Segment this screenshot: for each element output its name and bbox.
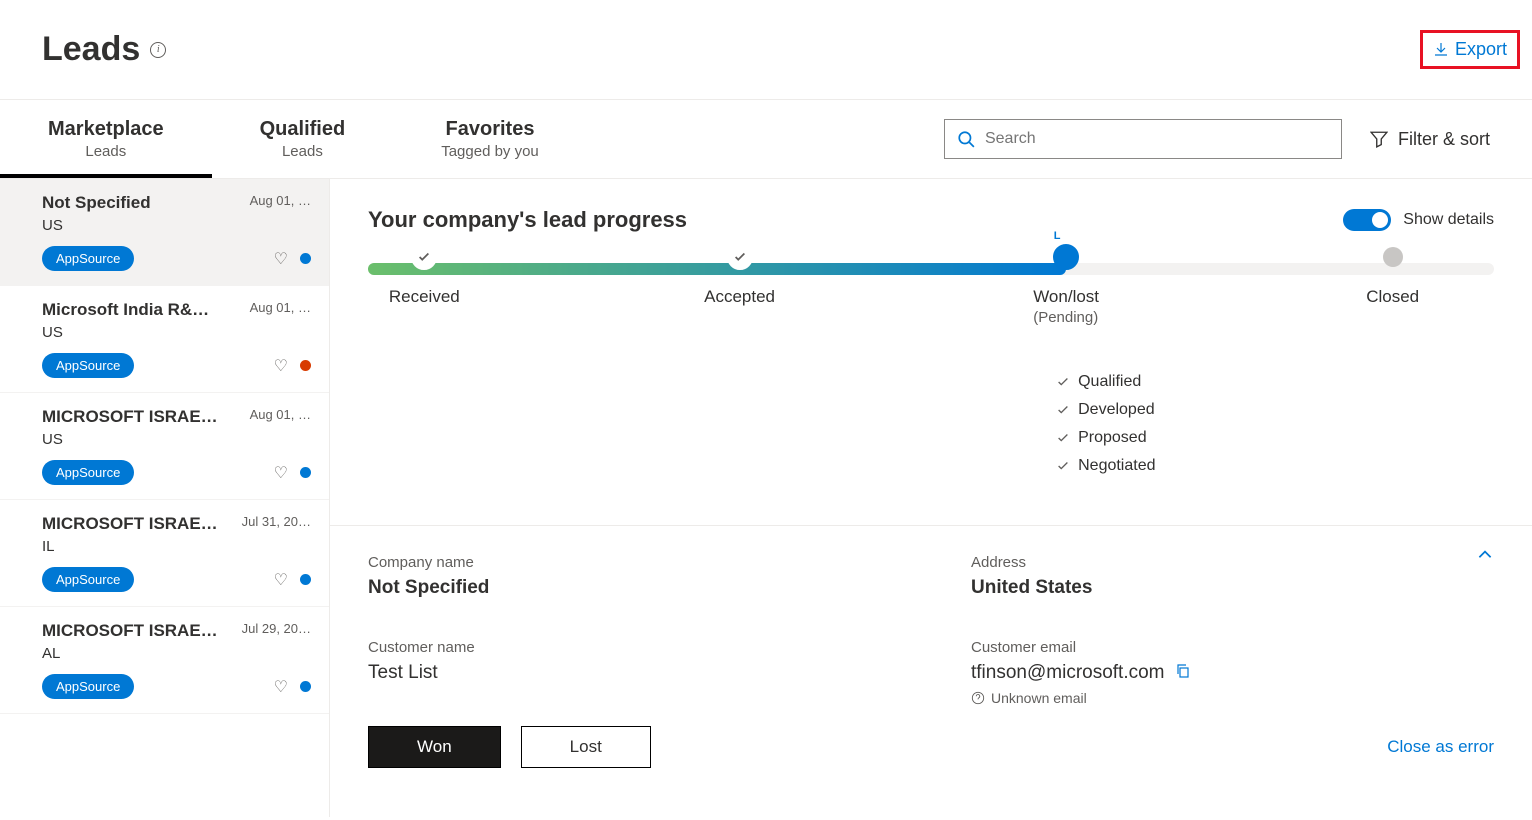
status-dot [300, 467, 311, 478]
filter-icon [1370, 130, 1388, 148]
status-dot [300, 360, 311, 371]
company-name-label: Company name [368, 554, 891, 571]
tab-main-label: Marketplace [48, 118, 164, 141]
lead-location: US [42, 324, 311, 341]
lead-location: US [42, 217, 311, 234]
page-title: Leads [42, 30, 140, 69]
favorite-icon[interactable]: ♡ [274, 677, 288, 697]
tab-favorites[interactable]: Favorites Tagged by you [393, 100, 587, 178]
export-label: Export [1455, 39, 1507, 60]
progress-node [727, 244, 753, 270]
progress-title: Your company's lead progress [368, 207, 687, 233]
show-details-label: Show details [1403, 211, 1494, 229]
copy-icon[interactable] [1175, 663, 1191, 684]
lead-item[interactable]: MICROSOFT ISRAE… Aug 01, … US AppSource ♡ [0, 393, 329, 500]
lead-name: MICROSOFT ISRAE… [42, 514, 218, 534]
progress-node [411, 244, 437, 270]
lead-name: MICROSOFT ISRAE… [42, 407, 218, 427]
progress-stage-label: Won/lost(Pending) [1033, 287, 1099, 326]
checklist-item: Proposed [1056, 429, 1494, 447]
status-dot [300, 574, 311, 585]
source-badge: AppSource [42, 567, 134, 592]
progress-stage-label: Received [389, 287, 460, 307]
customer-email-label: Customer email [971, 639, 1494, 656]
checklist-item: Negotiated [1056, 457, 1494, 475]
lead-item[interactable]: Microsoft India R&… Aug 01, … US AppSource ♡ [0, 286, 329, 393]
lead-item[interactable]: Not Specified Aug 01, … US AppSource ♡ [0, 179, 329, 286]
lead-date: Aug 01, … [250, 407, 311, 422]
favorite-icon[interactable]: ♡ [274, 356, 288, 376]
lead-date: Jul 29, 20… [242, 621, 311, 636]
show-details-toggle[interactable] [1343, 209, 1391, 231]
lead-date: Aug 01, … [250, 193, 311, 208]
source-badge: AppSource [42, 353, 134, 378]
tab-marketplace[interactable]: Marketplace Leads [0, 100, 212, 178]
progress-node: L [1053, 244, 1079, 270]
checklist-item: Developed [1056, 401, 1494, 419]
progress-node [1383, 247, 1403, 267]
email-note: Unknown email [991, 690, 1087, 706]
address-label: Address [971, 554, 1494, 571]
tab-sub-label: Leads [260, 143, 346, 160]
lead-name: Not Specified [42, 193, 151, 213]
favorite-icon[interactable]: ♡ [274, 570, 288, 590]
lead-location: US [42, 431, 311, 448]
lead-item[interactable]: MICROSOFT ISRAE… Jul 31, 20… IL AppSource ♡ [0, 500, 329, 607]
source-badge: AppSource [42, 246, 134, 271]
lead-date: Aug 01, … [250, 300, 311, 315]
close-as-error-link[interactable]: Close as error [1387, 737, 1494, 757]
source-badge: AppSource [42, 460, 134, 485]
progress-stage-label: Accepted [704, 287, 775, 307]
source-badge: AppSource [42, 674, 134, 699]
customer-email-value: tfinson@microsoft.com [971, 662, 1165, 684]
address-value: United States [971, 577, 1494, 599]
download-icon [1433, 42, 1449, 58]
info-icon[interactable]: i [150, 42, 166, 58]
tab-sub-label: Leads [48, 143, 164, 160]
lead-list[interactable]: Not SpecifiedAug 01, …USAppSource♡Micros… [0, 179, 330, 817]
tab-qualified[interactable]: Qualified Leads [212, 100, 394, 178]
tab-main-label: Favorites [441, 118, 539, 141]
lead-name: Microsoft India R&… [42, 300, 209, 320]
lost-button[interactable]: Lost [521, 726, 651, 768]
tab-sub-label: Tagged by you [441, 143, 539, 160]
collapse-chevron-icon[interactable] [1476, 546, 1494, 569]
question-icon [971, 691, 985, 705]
status-dot [300, 253, 311, 264]
search-icon [957, 130, 975, 148]
favorite-icon[interactable]: ♡ [274, 463, 288, 483]
detail-panel: Your company's lead progress Show detail… [330, 179, 1532, 817]
favorite-icon[interactable]: ♡ [274, 249, 288, 269]
lead-location: IL [42, 538, 311, 555]
lead-item[interactable]: MICROSOFT ISRAE… Jul 29, 20… AL AppSource ♡ [0, 607, 329, 714]
progress-bar: L [368, 263, 1494, 275]
search-input[interactable] [985, 130, 1329, 148]
export-button[interactable]: Export [1420, 30, 1520, 69]
lead-location: AL [42, 645, 311, 662]
checklist-item: Qualified [1056, 373, 1494, 391]
company-name-value: Not Specified [368, 577, 891, 599]
customer-name-label: Customer name [368, 639, 891, 656]
tab-main-label: Qualified [260, 118, 346, 141]
progress-stage-label: Closed [1366, 287, 1419, 307]
lead-name: MICROSOFT ISRAE… [42, 621, 218, 641]
filter-sort-button[interactable]: Filter & sort [1370, 129, 1490, 150]
lead-date: Jul 31, 20… [242, 514, 311, 529]
customer-name-value: Test List [368, 662, 891, 684]
filter-sort-label: Filter & sort [1398, 129, 1490, 150]
status-dot [300, 681, 311, 692]
won-button[interactable]: Won [368, 726, 501, 768]
search-input-wrap[interactable] [944, 119, 1342, 159]
